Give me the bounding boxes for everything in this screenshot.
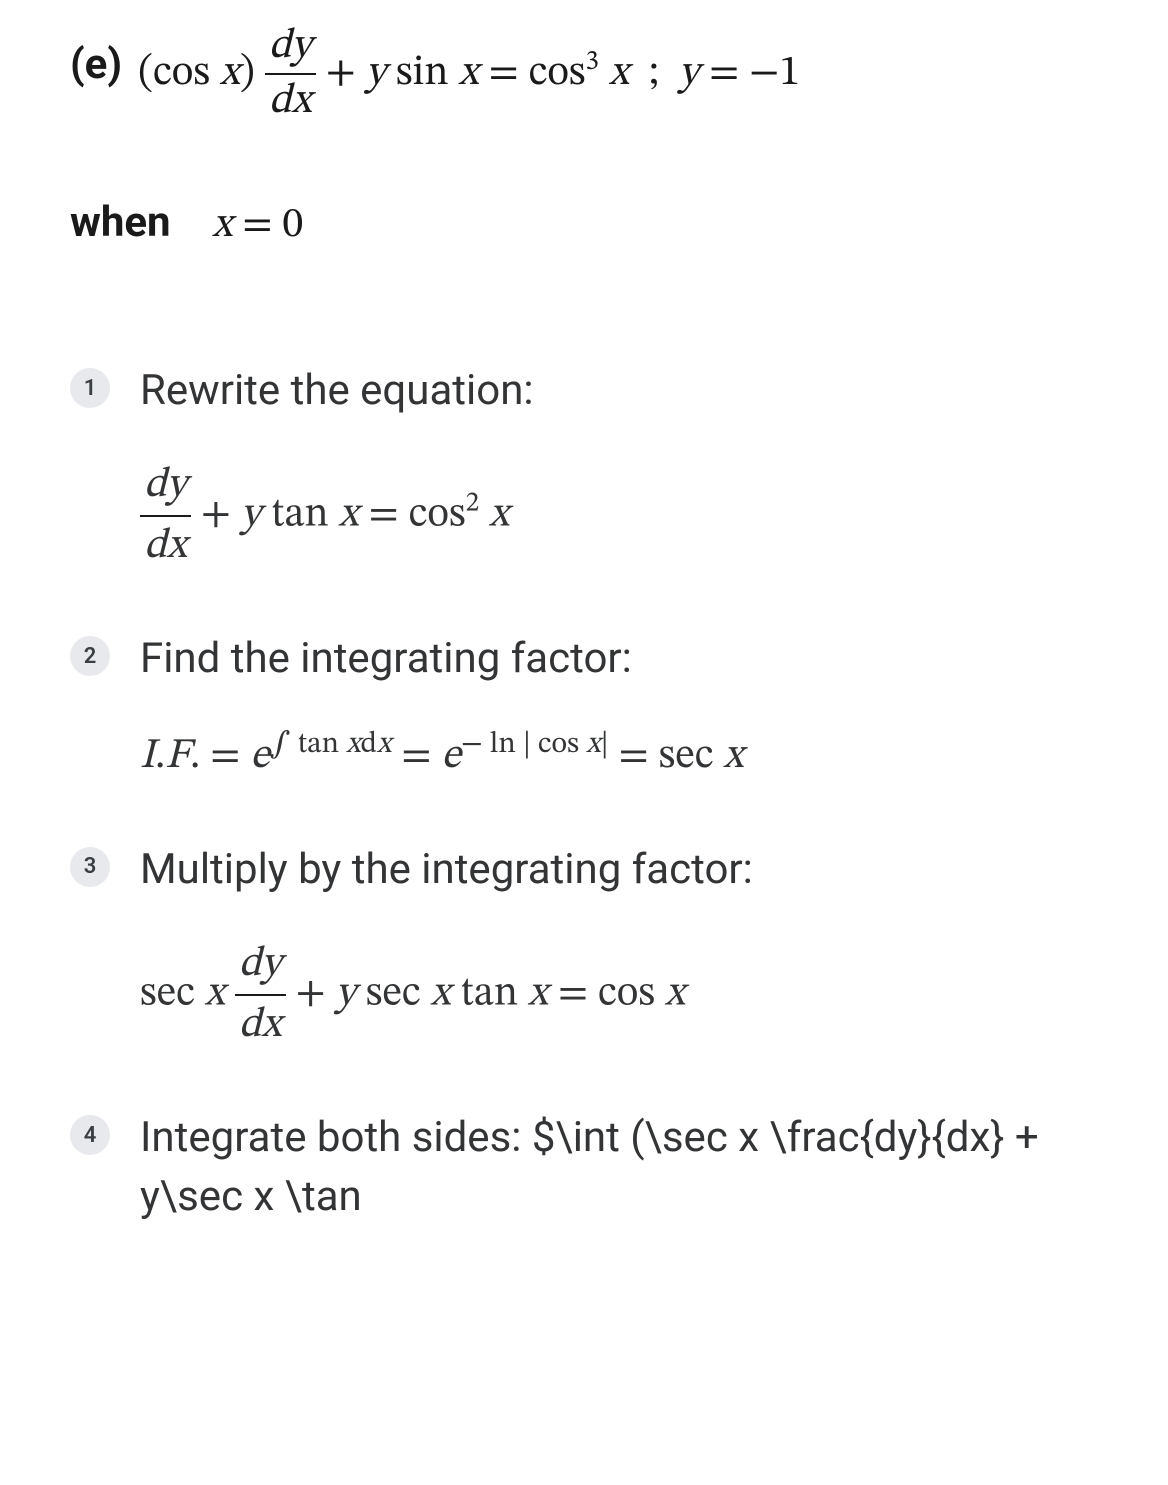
step: 3 Multiply by the integrating factor: se… (70, 841, 1098, 1054)
step-body: Integrate both sides: $\int (\sec x \fra… (140, 1109, 1098, 1227)
step-number-badge: 4 (70, 1115, 110, 1155)
step-number-badge: 3 (70, 847, 110, 887)
step-number-badge: 1 (70, 368, 110, 408)
step-body: Multiply by the integrating factor: sec … (140, 841, 1098, 1054)
steps-list: 1 Rewrite the equation: dydx + y tan x =… (70, 362, 1098, 1227)
step-body: Find the integrating factor: I.F. = e∫ t… (140, 630, 1098, 786)
when-math: x = 0 (212, 204, 303, 246)
step-math: sec x dydx + y sec x tan x = cos x (140, 935, 1098, 1055)
step-title: Multiply by the integrating factor: (140, 845, 753, 894)
when-line: when x = 0 (70, 198, 1098, 252)
step-math: I.F. = e∫ tan xdx = e− ln | cos x| = sec… (140, 724, 1098, 786)
step: 4 Integrate both sides: $\int (\sec x \f… (70, 1109, 1098, 1227)
step-body: Rewrite the equation: dydx + y tan x = c… (140, 362, 1098, 575)
step-math: dydx + y tan x = cos2 x (140, 456, 1098, 576)
problem-line: (e) (cos x) dydx + y sin x = cos3 x ; y … (70, 20, 1098, 128)
problem-label: (e) (70, 40, 122, 89)
step-title: Integrate both sides: $\int (\sec x \fra… (140, 1113, 1039, 1221)
problem-equation: (cos x) dydx + y sin x = cos3 x ; y = −1 (138, 52, 800, 94)
when-label: when (70, 198, 171, 247)
step: 2 Find the integrating factor: I.F. = e∫… (70, 630, 1098, 786)
step-title: Rewrite the equation: (140, 366, 534, 415)
step: 1 Rewrite the equation: dydx + y tan x =… (70, 362, 1098, 575)
step-number-badge: 2 (70, 636, 110, 676)
step-title: Find the integrating factor: (140, 634, 632, 683)
